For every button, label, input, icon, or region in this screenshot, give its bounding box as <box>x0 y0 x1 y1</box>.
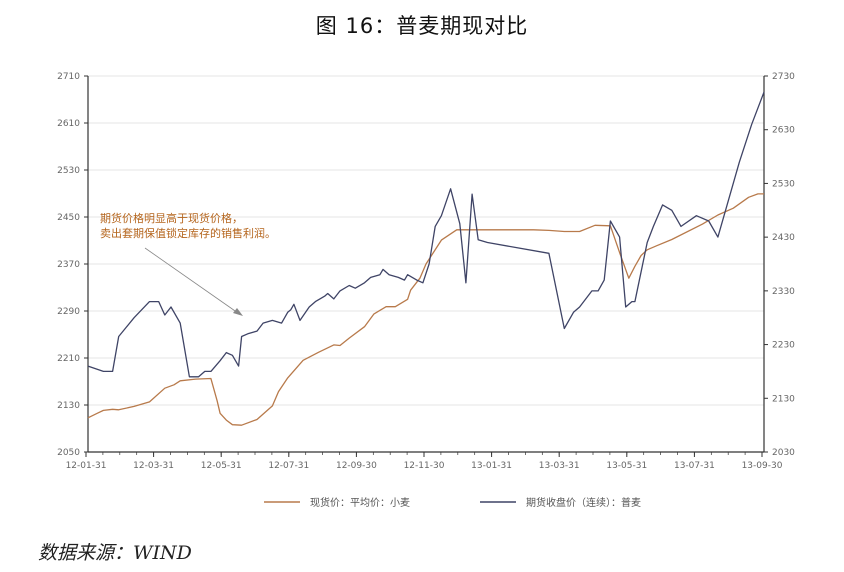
legend-item-futures-label: 期货收盘价（连续）：普麦 <box>526 496 641 509</box>
y-left-tick-label: 2290 <box>57 307 80 317</box>
legend: 现货价：平均价：小麦 期货收盘价（连续）：普麦 <box>264 496 641 509</box>
y-right-tick-label: 2330 <box>772 287 795 297</box>
x-tick-label: 12-01-31 <box>66 461 107 471</box>
annotation-arrow <box>144 247 239 314</box>
axes: 2050 2130 2210 2290 2370 2450 2530 2610 2710 2030… <box>57 72 795 471</box>
y-left-tick-label: 2610 <box>57 119 80 129</box>
y-right-tick-label: 2030 <box>772 448 795 458</box>
annotation-text: 期货价格明显高于现货价格， <box>100 211 243 225</box>
x-tick-label: 12-07-31 <box>268 461 309 471</box>
spot-price-line <box>87 193 764 426</box>
y-left-tick-label: 2370 <box>57 260 80 270</box>
y-left-tick-label: 2710 <box>57 72 80 82</box>
x-tick-label: 13-09-30 <box>742 461 783 471</box>
y-left-tick-label: 2530 <box>57 166 80 176</box>
x-tick-label: 12-03-31 <box>133 461 174 471</box>
data-source: 数据来源：WIND <box>38 542 192 564</box>
y-right-tick-label: 2530 <box>772 179 795 189</box>
y-left-tick-label: 2450 <box>57 213 80 223</box>
y-left-tick-label: 2130 <box>57 401 80 411</box>
x-tick-label: 12-05-31 <box>201 461 242 471</box>
chart: 2050 2130 2210 2290 2370 2450 2530 2610 2710 2030… <box>57 72 795 509</box>
futures-price-line <box>87 91 765 378</box>
y-right-tick-label: 2230 <box>772 341 795 351</box>
y-left-tick-label: 2210 <box>57 354 80 364</box>
y-left-tick-label: 2050 <box>57 448 80 458</box>
y-right-tick-label: 2130 <box>772 394 795 404</box>
y-right-tick-label: 2430 <box>772 233 795 243</box>
chart-title: 图 16：普麦期现对比 <box>315 14 529 38</box>
x-tick-label: 13-01-31 <box>471 461 512 471</box>
x-tick-label: 13-07-31 <box>674 461 715 471</box>
y-right-tick-label: 2630 <box>772 126 795 136</box>
x-tick-label: 13-03-31 <box>539 461 580 471</box>
annotation-text: 卖出套期保值锁定库存的销售利润。 <box>100 226 276 240</box>
annotation-arrowhead <box>233 308 243 316</box>
x-tick-label: 12-09-30 <box>336 461 377 471</box>
annotation: 期货价格明显高于现货价格，卖出套期保值锁定库存的销售利润。 <box>100 211 276 316</box>
series-lines <box>87 91 765 426</box>
legend-item-spot-label: 现货价：平均价：小麦 <box>310 496 410 509</box>
x-tick-label: 13-05-31 <box>606 461 647 471</box>
x-tick-label: 12-11-30 <box>404 461 445 471</box>
y-right-tick-label: 2730 <box>772 72 795 82</box>
